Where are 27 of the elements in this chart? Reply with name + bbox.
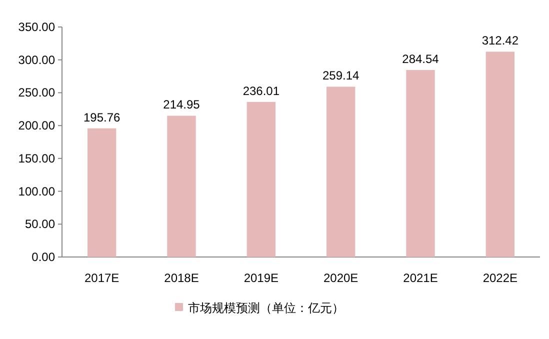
data-label: 284.54 [402, 52, 440, 66]
x-tick-label: 2017E [84, 271, 120, 285]
data-label: 214.95 [163, 98, 200, 112]
y-tick-label: 250.00 [18, 86, 56, 100]
bar [167, 116, 196, 257]
legend-label: 市场规模预测（单位：亿元） [188, 301, 344, 315]
x-tick-label: 2019E [244, 271, 279, 285]
y-tick-label: 100.00 [18, 184, 56, 198]
y-tick-label: 350.00 [18, 20, 56, 34]
y-tick-label: 50.00 [24, 217, 56, 232]
y-tick-label: 150.00 [18, 151, 56, 166]
x-tick-label: 2021E [403, 271, 438, 285]
bar [406, 70, 435, 257]
bar [87, 128, 116, 257]
y-tick-label: 300.00 [18, 52, 56, 67]
y-tick-label: 0.00 [32, 250, 56, 264]
bar [246, 102, 276, 257]
bar [326, 86, 356, 257]
data-label: 259.14 [322, 68, 360, 83]
x-tick-label: 2018E [164, 271, 199, 285]
y-tick-label: 200.00 [18, 118, 56, 133]
data-label: 312.42 [482, 34, 519, 48]
data-label: 195.76 [83, 110, 121, 124]
bar [486, 52, 515, 257]
data-label: 236.01 [242, 84, 280, 98]
x-tick-label: 2020E [323, 271, 358, 285]
x-tick-label: 2022E [482, 271, 518, 285]
